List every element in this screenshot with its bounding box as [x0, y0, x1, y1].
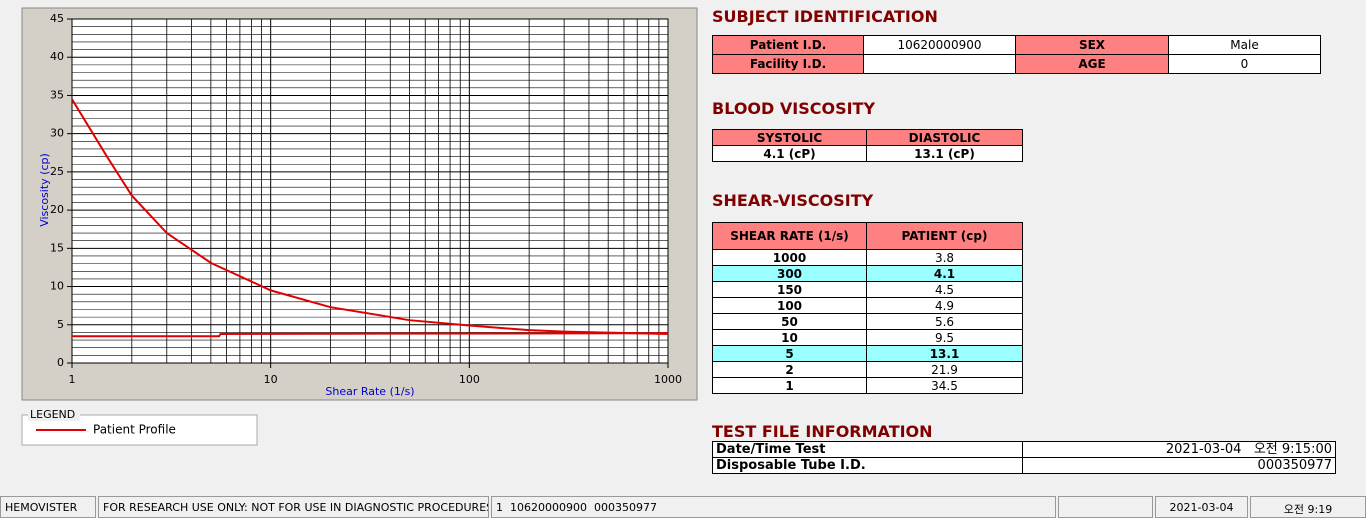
value-cell: 13.1 (cP) — [866, 145, 1023, 162]
field-value: 0 — [1168, 54, 1321, 74]
rate-cell: 50 — [712, 313, 867, 330]
status-cell — [1058, 496, 1153, 518]
patient-cell: 9.5 — [866, 329, 1023, 346]
field-label: AGE — [1015, 54, 1169, 74]
legend-title: LEGEND — [30, 408, 75, 421]
y-tick-label: 10 — [50, 280, 64, 293]
field-value: 2021-03-04 오전 9:15:00 — [1022, 441, 1336, 458]
status-cell: HEMOVISTER — [0, 496, 96, 518]
y-tick-label: 20 — [50, 203, 64, 216]
rate-cell: 1000 — [712, 249, 867, 266]
rate-cell: 100 — [712, 297, 867, 314]
y-tick-label: 45 — [50, 12, 64, 25]
column-header: SHEAR RATE (1/s) — [712, 222, 867, 250]
patient-cell: 34.5 — [866, 377, 1023, 394]
field-value — [863, 54, 1016, 74]
field-label: Date/Time Test — [712, 441, 1023, 458]
rate-cell: 10 — [712, 329, 867, 346]
patient-cell: 4.9 — [866, 297, 1023, 314]
y-tick-label: 40 — [50, 50, 64, 63]
field-value: 10620000900 — [863, 35, 1016, 55]
y-tick-label: 30 — [50, 127, 64, 140]
x-tick-label: 100 — [459, 373, 480, 386]
y-tick-label: 25 — [50, 165, 64, 178]
field-label: Patient I.D. — [712, 35, 864, 55]
x-tick-label: 1000 — [654, 373, 682, 386]
field-value: 000350977 — [1022, 457, 1336, 474]
status-cell: 2021-03-04 — [1155, 496, 1248, 518]
y-tick-label: 35 — [50, 88, 64, 101]
section-title: BLOOD VISCOSITY — [712, 99, 876, 118]
section-title: SHEAR-VISCOSITY — [712, 191, 874, 210]
field-label: Disposable Tube I.D. — [712, 457, 1023, 474]
rate-cell: 150 — [712, 281, 867, 298]
column-header: PATIENT (cp) — [866, 222, 1023, 250]
field-label: SEX — [1015, 35, 1169, 55]
x-tick-label: 1 — [69, 373, 76, 386]
x-tick-label: 10 — [264, 373, 278, 386]
y-tick-label: 0 — [57, 356, 64, 369]
column-header: DIASTOLIC — [866, 129, 1023, 146]
status-cell: 오전 9:19 — [1250, 496, 1366, 518]
rate-cell: 2 — [712, 361, 867, 378]
patient-cell: 21.9 — [866, 361, 1023, 378]
plot-area — [71, 18, 669, 364]
column-header: SYSTOLIC — [712, 129, 867, 146]
x-axis-label: Shear Rate (1/s) — [325, 385, 414, 398]
status-cell: 1 10620000900 000350977 — [491, 496, 1056, 518]
chart-panel: Shear Rate (1/s) Viscosity (cp) LEGEND P… — [21, 7, 698, 446]
y-axis-label: Viscosity (cp) — [38, 153, 51, 227]
section-title: TEST FILE INFORMATION — [712, 422, 933, 441]
value-cell: 4.1 (cP) — [712, 145, 867, 162]
field-value: Male — [1168, 35, 1321, 55]
patient-cell: 3.8 — [866, 249, 1023, 266]
patient-cell: 5.6 — [866, 313, 1023, 330]
patient-cell: 13.1 — [866, 345, 1023, 362]
status-cell: FOR RESEARCH USE ONLY: NOT FOR USE IN DI… — [98, 496, 489, 518]
data-line — [71, 98, 669, 335]
patient-cell: 4.1 — [866, 265, 1023, 282]
section-title: SUBJECT IDENTIFICATION — [712, 7, 938, 26]
rate-cell: 1 — [712, 377, 867, 394]
field-label: Facility I.D. — [712, 54, 864, 74]
y-tick-label: 15 — [50, 241, 64, 254]
data-line — [72, 332, 669, 338]
rate-cell: 300 — [712, 265, 867, 282]
rate-cell: 5 — [712, 345, 867, 362]
y-tick-label: 5 — [57, 318, 64, 331]
patient-cell: 4.5 — [866, 281, 1023, 298]
legend-entry: Patient Profile — [93, 423, 176, 437]
legend-title-bg — [28, 409, 80, 421]
